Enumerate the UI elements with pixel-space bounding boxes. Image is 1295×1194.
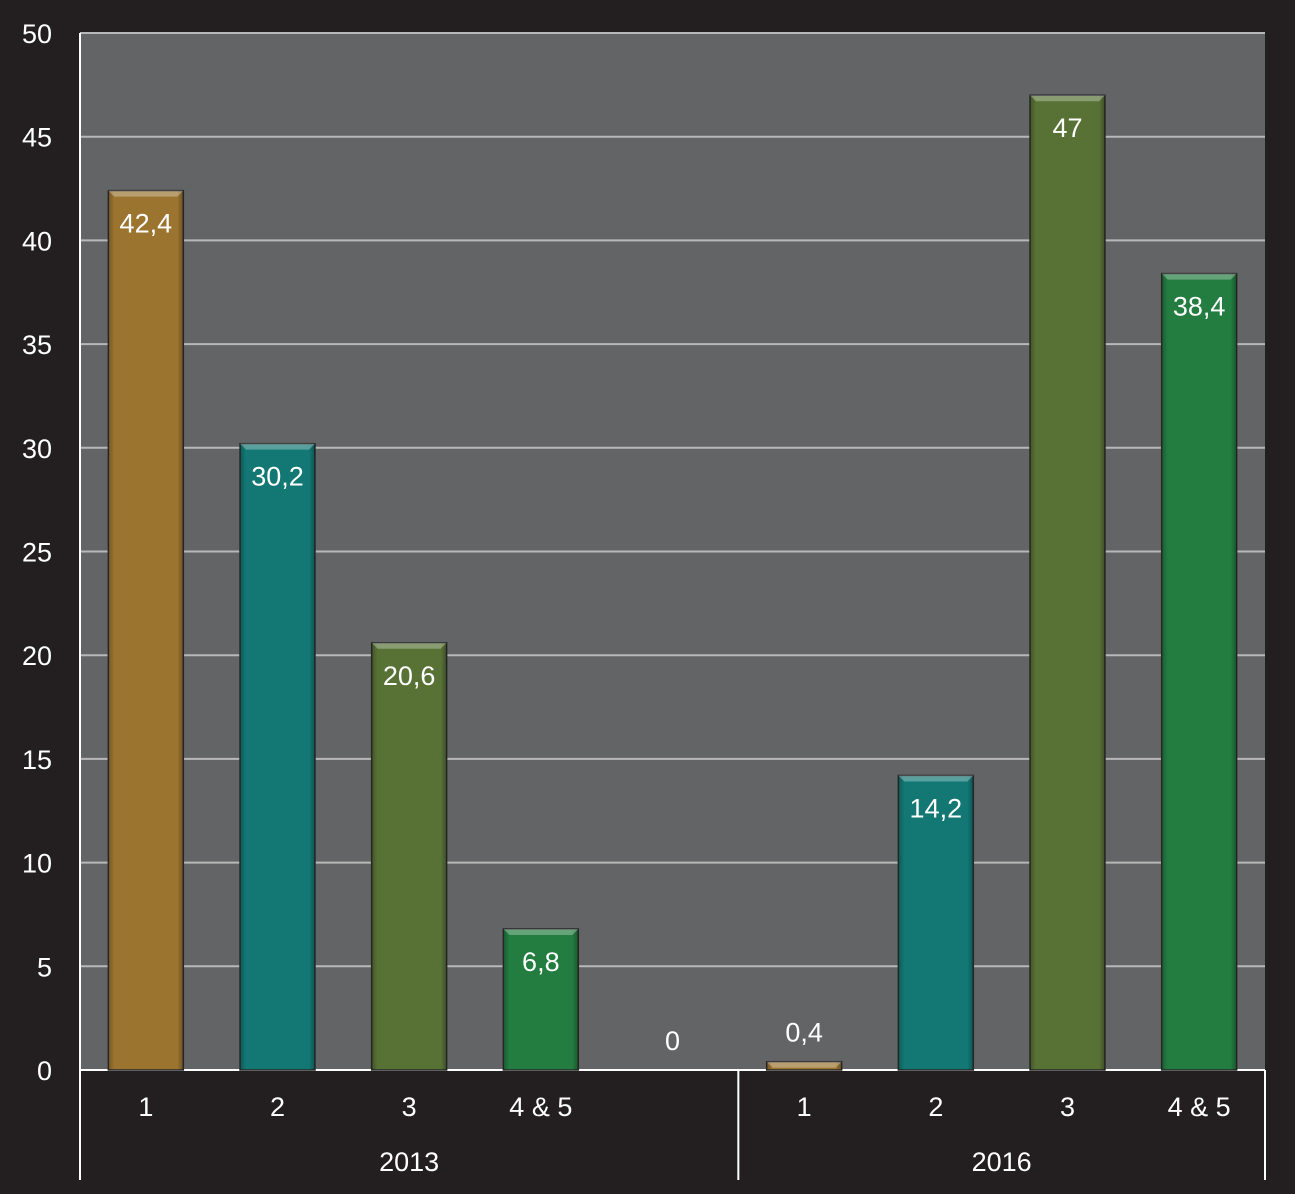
bar-shade — [1030, 95, 1105, 1071]
bar-bevel — [1161, 273, 1237, 280]
x-tick-label: 1 — [138, 1092, 153, 1122]
bar-bevel — [240, 443, 315, 450]
data-label: 0 — [665, 1026, 680, 1056]
data-label: 30,2 — [251, 462, 304, 492]
bar-bevel — [108, 190, 184, 197]
y-tick-label: 40 — [22, 226, 52, 256]
x-tick-label: 3 — [402, 1092, 417, 1122]
bar-bevel — [503, 928, 579, 935]
x-tick-label: 4 & 5 — [1168, 1092, 1231, 1122]
y-tick-label: 45 — [22, 123, 52, 153]
data-label: 0,4 — [785, 1018, 823, 1048]
bar-shade — [108, 190, 184, 1070]
y-tick-label: 35 — [22, 330, 52, 360]
bar-shade — [766, 1061, 842, 1070]
bar-bevel — [371, 642, 447, 649]
data-label: 6,8 — [522, 947, 560, 977]
y-tick-label: 25 — [22, 538, 52, 568]
x-tick-label: 3 — [1060, 1092, 1075, 1122]
bar-bevel — [898, 775, 974, 782]
data-label: 42,4 — [120, 209, 173, 239]
data-label: 20,6 — [383, 661, 436, 691]
data-label: 47 — [1052, 113, 1082, 143]
data-label: 14,2 — [910, 793, 963, 823]
y-tick-label: 10 — [22, 849, 52, 879]
x-tick-label: 1 — [797, 1092, 812, 1122]
y-tick-label: 30 — [22, 434, 52, 464]
y-tick-label: 5 — [37, 952, 52, 982]
x-tick-label: 2 — [928, 1092, 943, 1122]
bar-shade — [503, 928, 579, 1070]
y-tick-label: 50 — [22, 19, 52, 49]
y-tick-label: 0 — [37, 1056, 52, 1086]
y-tick-label: 15 — [22, 745, 52, 775]
group-label: 2016 — [972, 1147, 1032, 1177]
y-tick-label: 20 — [22, 641, 52, 671]
bar-shade — [898, 775, 974, 1070]
x-tick-label: 2 — [270, 1092, 285, 1122]
bar-shade — [1161, 273, 1237, 1071]
group-label: 2013 — [379, 1147, 439, 1177]
bar-bevel — [1030, 95, 1105, 102]
x-tick-label: 4 & 5 — [509, 1092, 572, 1122]
data-label: 38,4 — [1173, 292, 1226, 322]
bar-shade — [371, 642, 447, 1070]
bar-bevel — [766, 1061, 842, 1068]
bar-shade — [240, 443, 315, 1071]
